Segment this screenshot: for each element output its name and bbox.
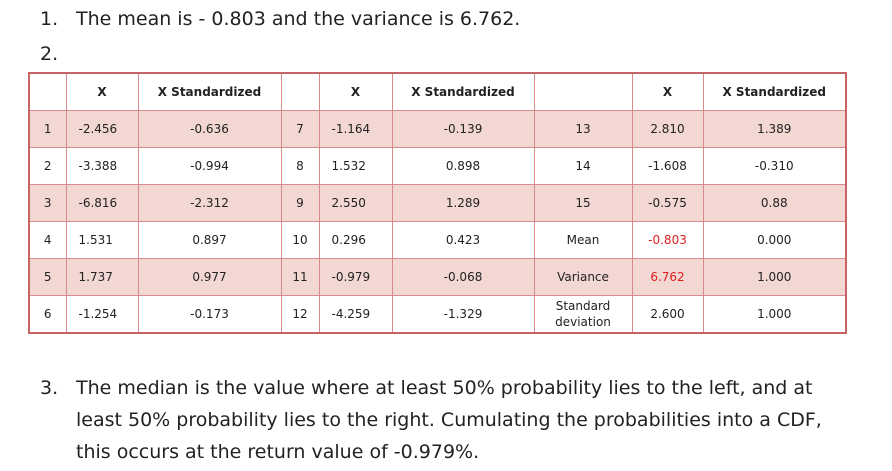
cell-x: -3.388 xyxy=(65,147,139,185)
cell-xstd: 1.000 xyxy=(702,295,847,334)
table-row: 3 -6.816 -2.312 9 2.550 1.289 15 -0.575 … xyxy=(28,184,847,222)
cell-x: 0.296 xyxy=(318,221,393,259)
cell-xstd: 0.897 xyxy=(137,221,282,259)
header-x-3: X xyxy=(631,72,704,111)
standardization-table: X X Standardized X X Standardized X X St… xyxy=(28,72,847,334)
cell-xstd: -0.636 xyxy=(137,110,282,148)
cell-xstd: -0.139 xyxy=(391,110,535,148)
cell-xstd: 0.977 xyxy=(137,258,282,296)
cell-index: 2 xyxy=(28,147,67,185)
cell-x: -0.575 xyxy=(631,184,704,222)
header-x-1: X xyxy=(65,72,139,111)
cell-xstd: 1.289 xyxy=(391,184,535,222)
variance-label: Variance xyxy=(533,258,633,296)
answer-2: 2. xyxy=(40,43,76,65)
cell-xstd: -2.312 xyxy=(137,184,282,222)
mean-label: Mean xyxy=(533,221,633,259)
header-xstd-3: X Standardized xyxy=(702,72,847,111)
cell-x: 2.550 xyxy=(318,184,393,222)
cell-index: 4 xyxy=(28,221,67,259)
cell-x: -1.164 xyxy=(318,110,393,148)
cell-x: 2.810 xyxy=(631,110,704,148)
answer-1-text: The mean is - 0.803 and the variance is … xyxy=(76,8,521,30)
header-index-2 xyxy=(280,72,320,111)
cell-index: 7 xyxy=(280,110,320,148)
cell-index: 3 xyxy=(28,184,67,222)
cell-index: 14 xyxy=(533,147,633,185)
cell-index: 10 xyxy=(280,221,320,259)
stdev-label: Standard deviation xyxy=(533,295,633,334)
cell-xstd: -1.329 xyxy=(391,295,535,334)
cell-xstd: -0.310 xyxy=(702,147,847,185)
cell-index: 9 xyxy=(280,184,320,222)
cell-x: -0.979 xyxy=(318,258,393,296)
cell-xstd: 1.389 xyxy=(702,110,847,148)
cell-x: 1.737 xyxy=(65,258,139,296)
cell-xstd: -0.068 xyxy=(391,258,535,296)
answer-3-text: The median is the value where at least 5… xyxy=(76,377,822,463)
answer-3-number: 3. xyxy=(40,377,59,399)
cell-x: 1.531 xyxy=(65,221,139,259)
cell-index: 11 xyxy=(280,258,320,296)
cell-xstd: 1.000 xyxy=(702,258,847,296)
cell-index: 15 xyxy=(533,184,633,222)
cell-xstd: 0.000 xyxy=(702,221,847,259)
table-row: 6 -1.254 -0.173 12 -4.259 -1.329 Standar… xyxy=(28,295,847,334)
cell-x: -4.259 xyxy=(318,295,393,334)
cell-xstd: 0.898 xyxy=(391,147,535,185)
cell-xstd: -0.173 xyxy=(137,295,282,334)
table-header-row: X X Standardized X X Standardized X X St… xyxy=(28,72,847,111)
header-xstd-2: X Standardized xyxy=(391,72,535,111)
cell-x: 1.532 xyxy=(318,147,393,185)
cell-x: -1.608 xyxy=(631,147,704,185)
answer-2-number: 2. xyxy=(40,43,59,65)
header-index-1 xyxy=(28,72,67,111)
table-row: 4 1.531 0.897 10 0.296 0.423 Mean -0.803… xyxy=(28,221,847,259)
cell-index: 6 xyxy=(28,295,67,334)
header-index-3 xyxy=(533,72,633,111)
answer-1-number: 1. xyxy=(40,8,59,30)
cell-x: -6.816 xyxy=(65,184,139,222)
header-x-2: X xyxy=(318,72,393,111)
cell-xstd: 0.88 xyxy=(702,184,847,222)
stdev-value: 2.600 xyxy=(631,295,704,334)
answer-3: 3. The median is the value where at least… xyxy=(40,372,840,468)
variance-value: 6.762 xyxy=(631,258,704,296)
cell-x: -1.254 xyxy=(65,295,139,334)
table-row: 5 1.737 0.977 11 -0.979 -0.068 Variance … xyxy=(28,258,847,296)
cell-index: 5 xyxy=(28,258,67,296)
cell-xstd: -0.994 xyxy=(137,147,282,185)
header-xstd-1: X Standardized xyxy=(137,72,282,111)
cell-index: 8 xyxy=(280,147,320,185)
table-row: 1 -2.456 -0.636 7 -1.164 -0.139 13 2.810… xyxy=(28,110,847,148)
table-row: 2 -3.388 -0.994 8 1.532 0.898 14 -1.608 … xyxy=(28,147,847,185)
mean-value: -0.803 xyxy=(631,221,704,259)
cell-index: 1 xyxy=(28,110,67,148)
answer-1: 1. The mean is - 0.803 and the variance i… xyxy=(40,8,520,30)
cell-x: -2.456 xyxy=(65,110,139,148)
cell-xstd: 0.423 xyxy=(391,221,535,259)
cell-index: 12 xyxy=(280,295,320,334)
cell-index: 13 xyxy=(533,110,633,148)
